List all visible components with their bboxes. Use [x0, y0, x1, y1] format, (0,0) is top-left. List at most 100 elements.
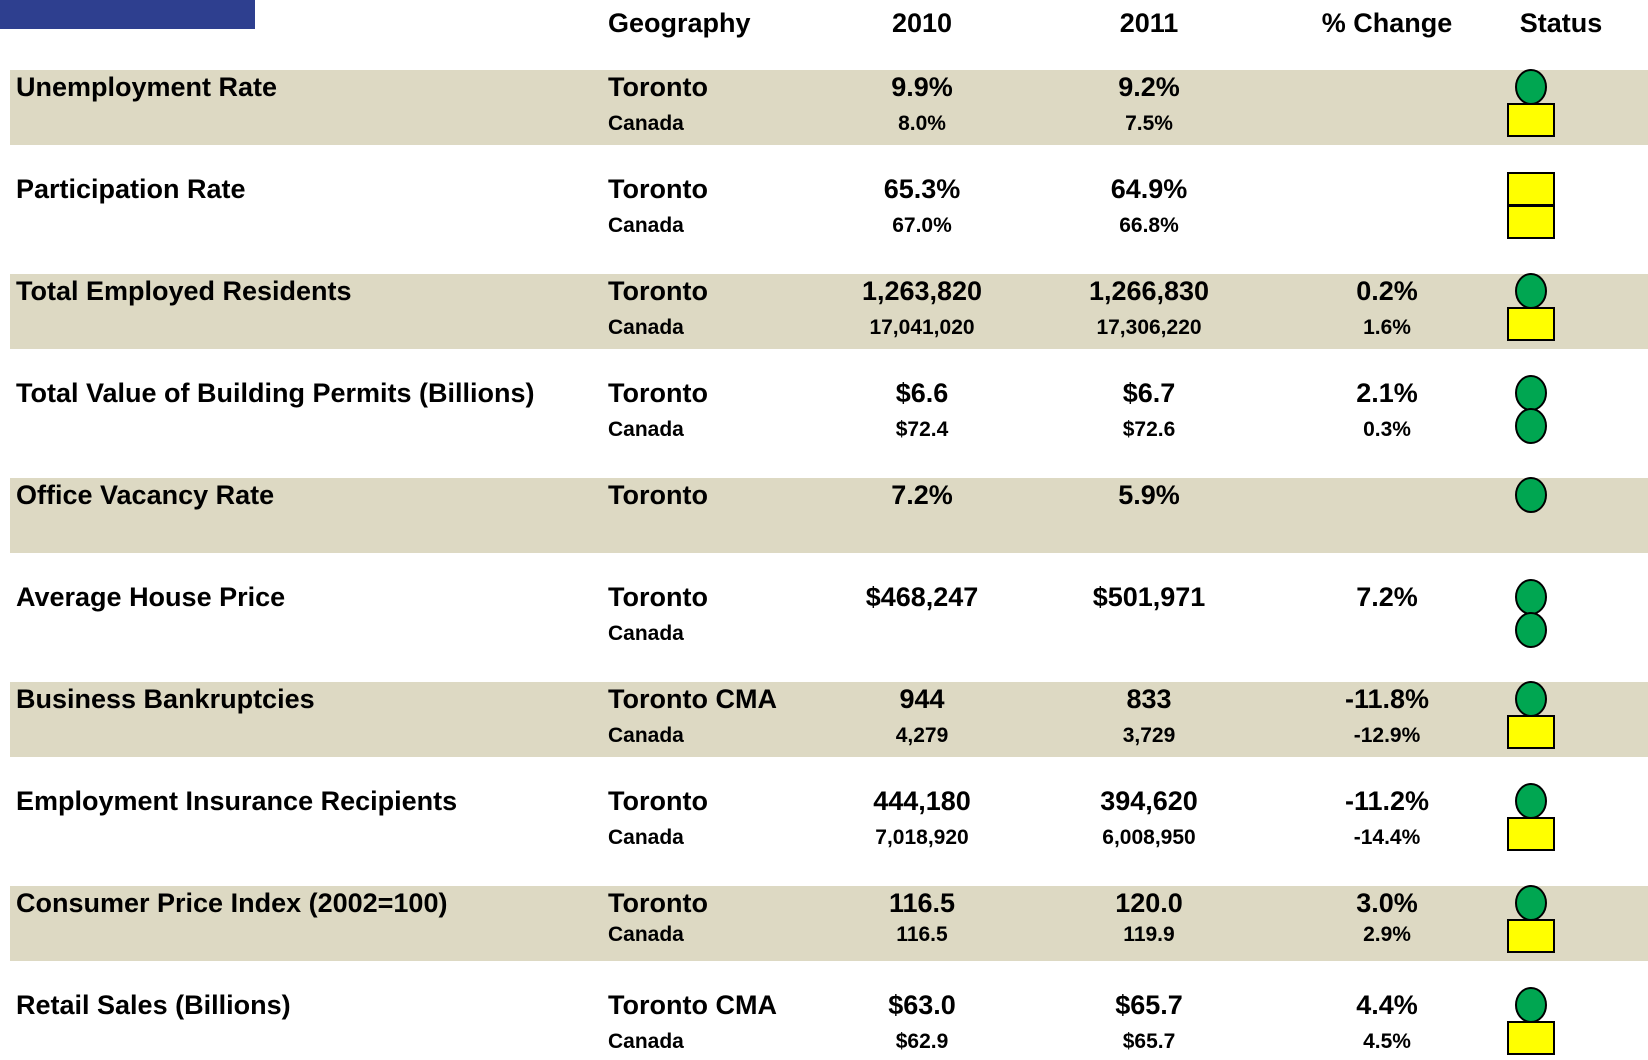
- canada-cell: $72.6: [1122, 418, 1176, 441]
- canada-cell: 17,041,020: [869, 316, 975, 339]
- logo-bar: [0, 0, 255, 29]
- status-icon: [1515, 987, 1547, 1023]
- indicator-label: Average House Price: [16, 582, 286, 612]
- status-icon: [1507, 103, 1555, 137]
- canada-cell: Canada: [608, 826, 684, 849]
- canada-cell: Canada: [608, 724, 684, 747]
- canada-cell: Canada: [608, 112, 684, 135]
- canada-cell: Canada: [608, 418, 684, 441]
- canada-cell: 119.9: [1123, 923, 1175, 946]
- toronto-cell: $63.0: [888, 990, 956, 1020]
- toronto-cell: 4.4%: [1356, 990, 1418, 1020]
- toronto-cell: 833: [1126, 684, 1172, 714]
- toronto-cell: Toronto CMA: [608, 684, 777, 714]
- status-icon: [1515, 408, 1547, 444]
- canada-cell: 8.0%: [898, 112, 946, 135]
- canada-cell: Canada: [608, 1030, 684, 1053]
- toronto-cell: Toronto: [608, 276, 708, 306]
- toronto-cell: $6.7: [1122, 378, 1176, 408]
- toronto-cell: 7.2%: [1356, 582, 1418, 612]
- row-band: [10, 70, 1648, 145]
- column-header: 2011: [1119, 8, 1179, 38]
- canada-cell: 7.5%: [1125, 112, 1173, 135]
- toronto-cell: 0.2%: [1356, 276, 1418, 306]
- toronto-cell: -11.8%: [1344, 684, 1430, 714]
- canada-cell: 6,008,950: [1102, 826, 1196, 849]
- status-icon: [1515, 273, 1547, 309]
- status-icon: [1507, 1021, 1555, 1055]
- toronto-cell: Toronto: [608, 888, 708, 918]
- canada-cell: 66.8%: [1119, 214, 1179, 237]
- toronto-cell: 944: [899, 684, 945, 714]
- toronto-cell: 9.2%: [1118, 72, 1180, 102]
- row-band: [10, 682, 1648, 757]
- canada-cell: -12.9%: [1353, 724, 1421, 747]
- toronto-cell: 2.1%: [1356, 378, 1418, 408]
- toronto-cell: -11.2%: [1344, 786, 1430, 816]
- indicator-label: Business Bankruptcies: [16, 684, 315, 714]
- toronto-cell: $501,971: [1092, 582, 1206, 612]
- row-band: [10, 274, 1648, 349]
- canada-cell: 1.6%: [1363, 316, 1411, 339]
- status-icon: [1515, 783, 1547, 819]
- canada-cell: Canada: [608, 622, 684, 645]
- indicator-label: Total Employed Residents: [16, 276, 352, 306]
- column-header: 2010: [891, 8, 953, 38]
- canada-cell: 4.5%: [1363, 1030, 1411, 1053]
- toronto-cell: Toronto: [608, 582, 708, 612]
- indicator-label: Unemployment Rate: [16, 72, 278, 102]
- toronto-cell: 116.5: [888, 888, 956, 918]
- canada-cell: 116.5: [896, 923, 948, 946]
- toronto-cell: Toronto: [608, 378, 708, 408]
- toronto-cell: 3.0%: [1356, 888, 1418, 918]
- toronto-cell: Toronto: [608, 786, 708, 816]
- status-icon: [1515, 579, 1547, 615]
- canada-cell: $72.4: [895, 418, 949, 441]
- canada-cell: 17,306,220: [1096, 316, 1202, 339]
- toronto-cell: Toronto: [608, 72, 708, 102]
- canada-cell: 67.0%: [892, 214, 952, 237]
- canada-cell: Canada: [608, 214, 684, 237]
- toronto-cell: 65.3%: [883, 174, 961, 204]
- status-icon: [1515, 612, 1547, 648]
- toronto-cell: Toronto: [608, 480, 708, 510]
- canada-cell: $65.7: [1122, 1030, 1176, 1053]
- toronto-cell: 1,266,830: [1088, 276, 1210, 306]
- canada-cell: Canada: [608, 316, 684, 339]
- column-header: Status: [1519, 8, 1603, 38]
- canada-cell: 0.3%: [1363, 418, 1411, 441]
- status-icon: [1507, 817, 1555, 851]
- indicator-label: Retail Sales (Billions): [16, 990, 291, 1020]
- status-icon: [1515, 375, 1547, 411]
- column-header: % Change: [1321, 8, 1453, 38]
- toronto-cell: Toronto: [608, 174, 708, 204]
- status-icon: [1507, 205, 1555, 239]
- status-icon: [1515, 885, 1547, 921]
- toronto-cell: $6.6: [895, 378, 949, 408]
- status-icon: [1507, 715, 1555, 749]
- status-icon: [1515, 69, 1547, 105]
- status-icon: [1507, 307, 1555, 341]
- toronto-cell: 7.2%: [891, 480, 953, 510]
- indicator-label: Office Vacancy Rate: [16, 480, 275, 510]
- toronto-cell: $65.7: [1115, 990, 1183, 1020]
- row-band: [10, 886, 1648, 961]
- indicator-label: Total Value of Building Permits (Billion…: [16, 378, 535, 408]
- canada-cell: $62.9: [895, 1030, 949, 1053]
- status-icon: [1515, 477, 1547, 513]
- toronto-cell: 5.9%: [1118, 480, 1180, 510]
- toronto-cell: Toronto CMA: [608, 990, 777, 1020]
- toronto-cell: $468,247: [865, 582, 979, 612]
- status-icon: [1515, 681, 1547, 717]
- toronto-cell: 64.9%: [1110, 174, 1188, 204]
- column-header: Geography: [608, 8, 751, 38]
- toronto-cell: 1,263,820: [861, 276, 983, 306]
- toronto-cell: 444,180: [873, 786, 971, 816]
- canada-cell: 7,018,920: [875, 826, 969, 849]
- canada-cell: -14.4%: [1353, 826, 1421, 849]
- status-icon: [1507, 172, 1555, 206]
- canada-cell: 2.9%: [1363, 923, 1411, 946]
- indicator-label: Consumer Price Index (2002=100): [16, 888, 448, 918]
